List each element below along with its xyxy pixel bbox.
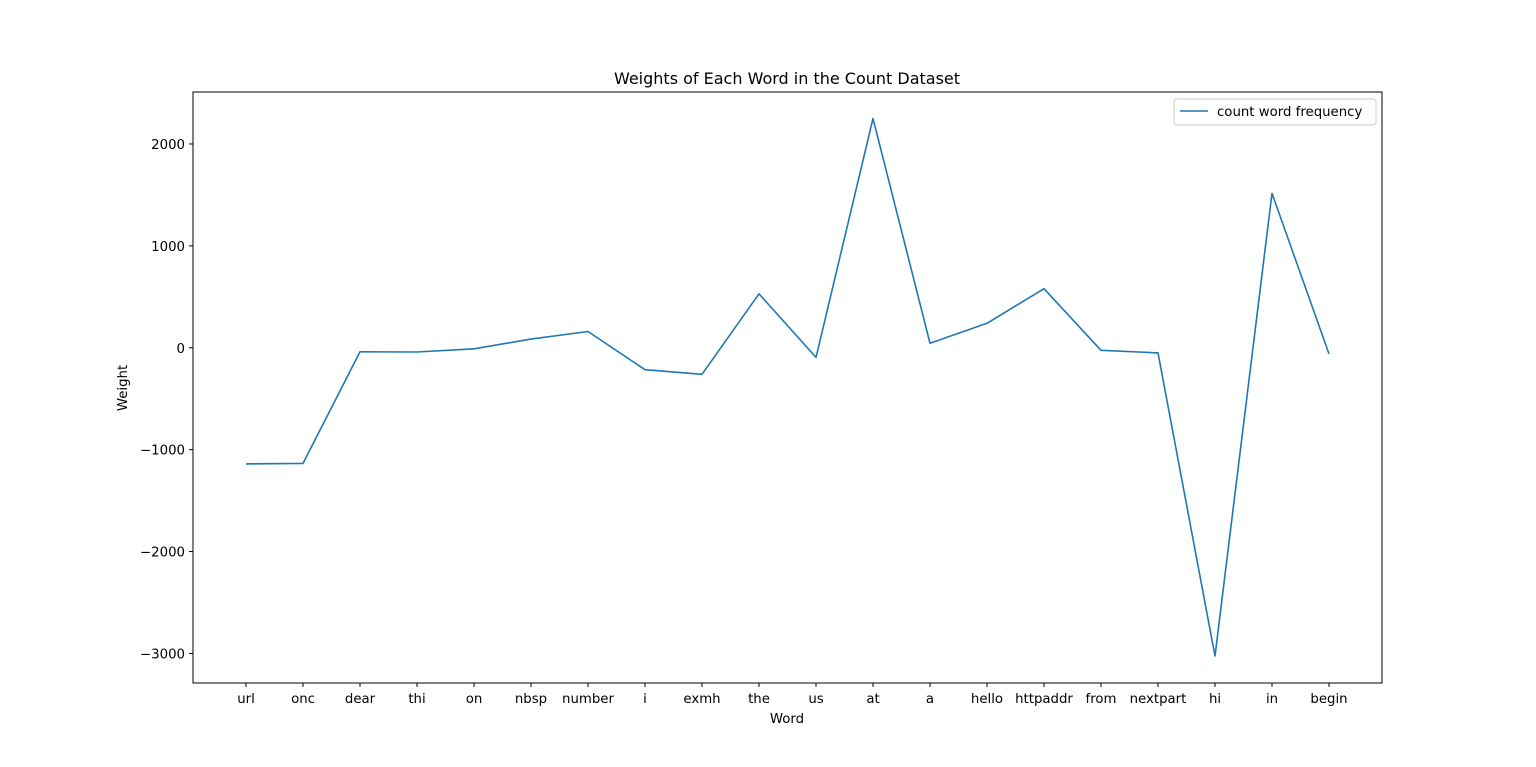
- legend: count word frequency: [1173, 98, 1377, 126]
- legend-label: count word frequency: [1217, 105, 1362, 120]
- x-tick-label: nbsp: [515, 692, 547, 707]
- x-tick-label: url: [237, 692, 255, 707]
- y-tick-label: 0: [177, 342, 185, 357]
- x-tick-label: thi: [408, 692, 425, 707]
- x-tick-label: on: [466, 692, 483, 707]
- x-tick-label: onc: [291, 692, 315, 707]
- x-tick-label: hi: [1209, 692, 1221, 707]
- x-axis-title: Word: [770, 712, 804, 727]
- x-tick-label: number: [562, 692, 614, 707]
- series-line: [245, 117, 1330, 657]
- x-tick-label: us: [808, 692, 823, 707]
- chart-title: Weights of Each Word in the Count Datase…: [614, 69, 960, 88]
- x-tick-label: a: [926, 692, 934, 707]
- plot-frame: [192, 91, 1383, 684]
- x-tick-label: from: [1086, 692, 1117, 707]
- x-tick-label: exmh: [683, 692, 720, 707]
- x-tick-label: in: [1266, 692, 1278, 707]
- x-tick-label: nextpart: [1130, 692, 1187, 707]
- legend-box: [1173, 98, 1377, 126]
- y-tick-label: −2000: [140, 546, 185, 561]
- y-axis: 2000 1000 0 −1000 −2000 −3000: [140, 138, 193, 662]
- y-tick-label: −1000: [140, 444, 185, 459]
- y-tick-label: 1000: [151, 240, 185, 255]
- y-tick-label: 2000: [151, 138, 185, 153]
- x-tick-label: i: [643, 692, 647, 707]
- x-tick-label: at: [866, 692, 879, 707]
- x-tick-label: the: [748, 692, 770, 707]
- x-tick-label: httpaddr: [1015, 692, 1073, 707]
- x-tick-label: dear: [345, 692, 376, 707]
- y-axis-title: Weight: [116, 365, 131, 411]
- y-tick-label: −3000: [140, 647, 185, 662]
- x-axis: url onc dear thi on nbsp number i exmh the us at a he…: [237, 683, 1348, 707]
- plot-area: [245, 117, 1330, 657]
- x-tick-label: begin: [1310, 692, 1347, 707]
- x-tick-label: hello: [971, 692, 1003, 707]
